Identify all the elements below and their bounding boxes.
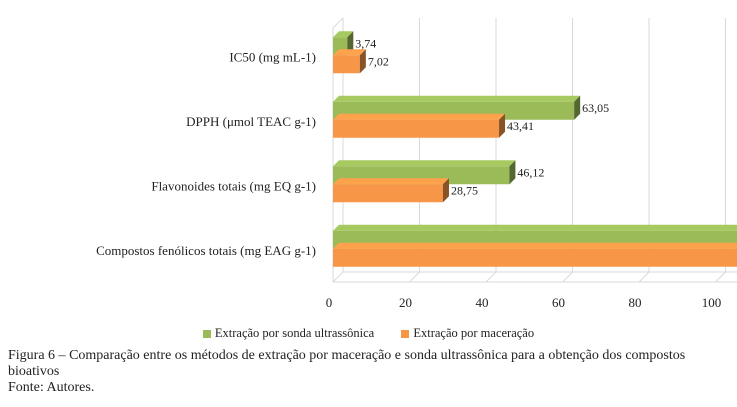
- bar-top-face: [333, 31, 354, 38]
- floor-gridline: [409, 271, 420, 283]
- chart-legend: Extração por sonda ultrassônica Extração…: [0, 326, 737, 342]
- data-label: 63,05: [582, 101, 609, 115]
- bar: [333, 55, 360, 74]
- category-label: Compostos fenólicos totais (mg EAG g-1): [96, 243, 316, 258]
- bar-side-face: [442, 178, 449, 203]
- bar-top-face: [333, 178, 449, 185]
- caption-body: Comparação entre os métodos de extração …: [8, 348, 686, 379]
- legend-item-ultrasound: Extração por sonda ultrassônica: [202, 326, 375, 341]
- x-tick-label: 80: [629, 295, 642, 310]
- category-label: DPPH (μmol TEAC g-1): [186, 114, 316, 129]
- bar-top-face: [333, 49, 366, 56]
- bar-top-face: [333, 224, 737, 231]
- floor-gridline: [562, 271, 573, 283]
- data-label: 43,41: [507, 119, 534, 133]
- data-label: 3,74: [355, 36, 376, 50]
- caption-figure-label: Figura 6 –: [8, 348, 66, 363]
- bar: [333, 119, 500, 138]
- data-label: 28,75: [451, 183, 478, 197]
- figure-caption: Figura 6 – Comparação entre os métodos d…: [8, 348, 732, 396]
- data-label: 7,02: [368, 54, 389, 68]
- data-label: 46,12: [517, 165, 544, 179]
- bar-chart: 020406080100120140160IC50 (mg mL-1)3,747…: [96, 17, 737, 310]
- floor-gridline: [485, 271, 497, 283]
- x-tick-label: 100: [702, 295, 722, 310]
- x-tick-label: 0: [326, 295, 333, 310]
- caption-text: Figura 6 – Comparação entre os métodos d…: [8, 348, 732, 380]
- bar-top-face: [333, 113, 506, 120]
- bar-top-face: [333, 160, 516, 167]
- legend-label-ultrasound: Extração por sonda ultrassônica: [214, 326, 375, 340]
- legend-swatch-green: [202, 329, 211, 338]
- legend-swatch-orange: [401, 329, 410, 338]
- floor-gridline: [715, 271, 726, 283]
- bar: [333, 184, 443, 203]
- caption-source: Fonte: Autores.: [8, 380, 95, 395]
- legend-label-maceration: Extração por maceração: [413, 326, 535, 340]
- left-wall-top: [332, 17, 344, 29]
- floor-gridline: [638, 271, 650, 283]
- category-label: IC50 (mg mL-1): [229, 49, 316, 64]
- x-tick-label: 40: [476, 295, 489, 310]
- bar: [333, 248, 737, 267]
- floor-gridline: [332, 271, 344, 283]
- bar-side-face: [359, 49, 366, 74]
- bar-side-face: [509, 160, 516, 185]
- bar-side-face: [574, 95, 581, 120]
- bar-side-face: [499, 113, 506, 138]
- x-tick-label: 60: [552, 295, 565, 310]
- bar-top-face: [333, 242, 737, 249]
- category-label: Flavonoides totais (mg EQ g-1): [151, 178, 316, 193]
- bar-top-face: [333, 95, 581, 102]
- legend-item-maceration: Extração por maceração: [401, 326, 534, 341]
- x-tick-label: 20: [399, 295, 412, 310]
